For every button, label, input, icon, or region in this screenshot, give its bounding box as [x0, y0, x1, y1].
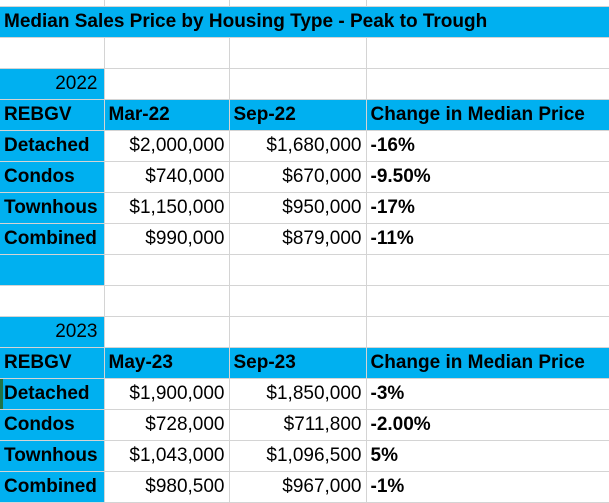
header-cell[interactable]: REBGV	[0, 347, 105, 379]
price-cell[interactable]: $1,680,000	[229, 130, 367, 162]
change-cell[interactable]: -2.00%	[366, 409, 609, 441]
cell[interactable]	[104, 37, 230, 69]
change-cell[interactable]: -17%	[366, 192, 609, 224]
price-cell[interactable]: $1,900,000	[104, 378, 230, 410]
table-row: Combined $990,000 $879,000 -11%	[0, 223, 609, 255]
table-row: Townhous $1,150,000 $950,000 -17%	[0, 192, 609, 224]
change-cell[interactable]: -9.50%	[366, 161, 609, 193]
header-cell[interactable]: Sep-22	[229, 99, 367, 131]
cell[interactable]	[366, 254, 609, 286]
change-cell[interactable]: -11%	[366, 223, 609, 255]
price-cell[interactable]: $980,500	[104, 471, 230, 503]
housing-type-cell[interactable]: Townhous	[0, 192, 105, 224]
change-cell[interactable]: -1%	[366, 471, 609, 503]
housing-type-cell[interactable]: Combined	[0, 471, 105, 503]
header-cell[interactable]: Change in Median Price	[366, 347, 609, 379]
cell[interactable]	[229, 254, 367, 286]
price-cell[interactable]: $1,043,000	[104, 440, 230, 472]
price-cell[interactable]: $670,000	[229, 161, 367, 193]
price-cell[interactable]: $740,000	[104, 161, 230, 193]
header-row-2023: REBGV May-23 Sep-23 Change in Median Pri…	[0, 347, 609, 379]
header-row-2022: REBGV Mar-22 Sep-22 Change in Median Pri…	[0, 99, 609, 131]
grid-row-empty	[0, 254, 609, 286]
price-cell[interactable]: $728,000	[104, 409, 230, 441]
change-cell[interactable]: -3%	[366, 378, 609, 410]
grid-row-partial	[0, 0, 609, 7]
housing-type-cell[interactable]: Combined	[0, 223, 105, 255]
cell[interactable]	[366, 316, 609, 348]
grid-row-empty	[0, 37, 609, 69]
year-row-2022: 2022	[0, 68, 609, 100]
year-cell[interactable]: 2023	[0, 316, 105, 348]
cell[interactable]	[104, 0, 230, 7]
price-cell[interactable]: $711,800	[229, 409, 367, 441]
cell[interactable]	[0, 254, 105, 286]
cell[interactable]	[229, 68, 367, 100]
price-cell[interactable]: $1,150,000	[104, 192, 230, 224]
cell[interactable]	[229, 285, 367, 317]
table-row: Townhous $1,043,000 $1,096,500 5%	[0, 440, 609, 472]
price-cell[interactable]: $2,000,000	[104, 130, 230, 162]
table-row: Detached $2,000,000 $1,680,000 -16%	[0, 130, 609, 162]
header-cell[interactable]: REBGV	[0, 99, 105, 131]
price-cell[interactable]: $1,850,000	[229, 378, 367, 410]
price-cell[interactable]: $1,096,500	[229, 440, 367, 472]
header-cell[interactable]: Mar-22	[104, 99, 230, 131]
grid-row-empty	[0, 285, 609, 317]
cell[interactable]	[366, 285, 609, 317]
cell[interactable]	[104, 285, 230, 317]
table-row: Condos $740,000 $670,000 -9.50%	[0, 161, 609, 193]
table-row: Detached $1,900,000 $1,850,000 -3%	[0, 378, 609, 410]
year-row-2023: 2023	[0, 316, 609, 348]
cell[interactable]	[0, 37, 105, 69]
cell[interactable]	[229, 0, 367, 7]
cell[interactable]	[229, 316, 367, 348]
table-row: Combined $980,500 $967,000 -1%	[0, 471, 609, 503]
cell[interactable]	[104, 316, 230, 348]
sheet-title[interactable]: Median Sales Price by Housing Type - Pea…	[0, 6, 609, 38]
price-cell[interactable]: $990,000	[104, 223, 230, 255]
price-cell[interactable]: $967,000	[229, 471, 367, 503]
change-cell[interactable]: -16%	[366, 130, 609, 162]
housing-type-cell[interactable]: Detached	[0, 130, 105, 162]
cell[interactable]	[104, 254, 230, 286]
housing-type-cell[interactable]: Condos	[0, 409, 105, 441]
year-cell[interactable]: 2022	[0, 68, 105, 100]
header-cell[interactable]: Change in Median Price	[366, 99, 609, 131]
price-cell[interactable]: $879,000	[229, 223, 367, 255]
title-row: Median Sales Price by Housing Type - Pea…	[0, 6, 609, 38]
header-cell[interactable]: Sep-23	[229, 347, 367, 379]
table-row: Condos $728,000 $711,800 -2.00%	[0, 409, 609, 441]
housing-type-cell[interactable]: Condos	[0, 161, 105, 193]
change-cell[interactable]: 5%	[366, 440, 609, 472]
cell[interactable]	[366, 37, 609, 69]
cell[interactable]	[0, 285, 105, 317]
housing-type-cell[interactable]: Townhous	[0, 440, 105, 472]
cell[interactable]	[366, 68, 609, 100]
housing-type-cell[interactable]: Detached	[0, 378, 105, 410]
cell[interactable]	[0, 0, 105, 7]
header-cell[interactable]: May-23	[104, 347, 230, 379]
cell[interactable]	[104, 68, 230, 100]
cell[interactable]	[229, 37, 367, 69]
price-cell[interactable]: $950,000	[229, 192, 367, 224]
